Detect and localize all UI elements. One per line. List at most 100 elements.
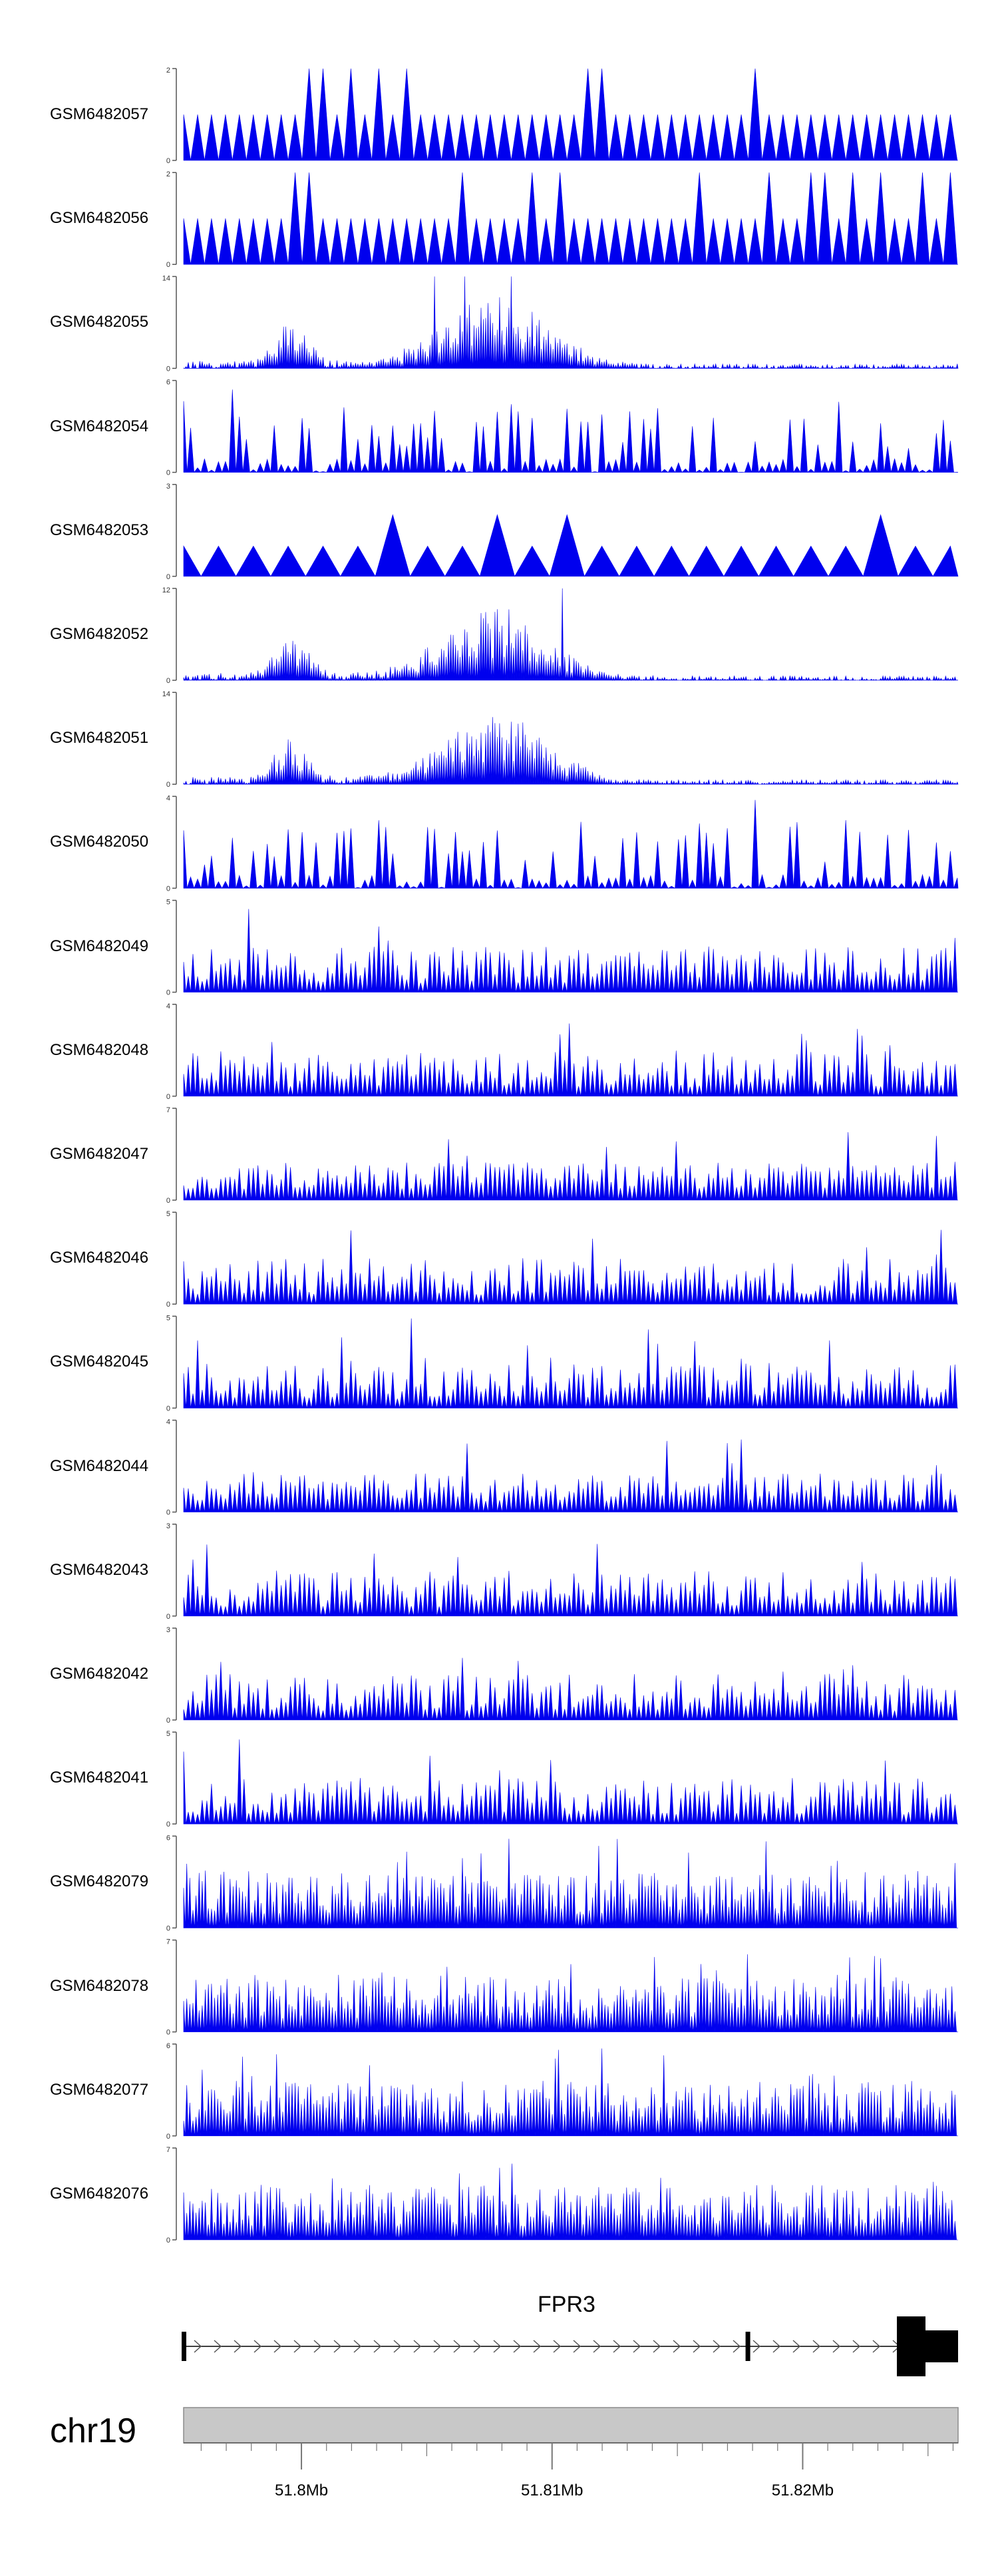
- y-tick-label-max: 3: [166, 1522, 170, 1530]
- y-tick-label-zero: 0: [166, 1613, 170, 1621]
- track-GSM6482044: 40: [166, 1418, 958, 1517]
- strand-arrow: [313, 2340, 322, 2353]
- track-label: GSM6482051: [50, 729, 149, 748]
- strand-arrow: [752, 2340, 761, 2353]
- strand-arrow: [693, 2340, 701, 2353]
- track-GSM6482045: 50: [166, 1314, 958, 1412]
- track-label: GSM6482078: [50, 1976, 149, 1995]
- exon-3-cds: [897, 2316, 925, 2376]
- strand-arrow: [293, 2340, 302, 2353]
- strand-arrow: [792, 2340, 801, 2353]
- y-tick-label-zero: 0: [166, 1509, 170, 1517]
- strand-arrow: [653, 2340, 661, 2353]
- y-tick-label-max: 4: [166, 1418, 170, 1426]
- y-tick-label-max: 5: [166, 1730, 170, 1738]
- signal-area: [183, 1439, 958, 1512]
- signal-area: [183, 717, 959, 785]
- track-label: GSM6482057: [50, 105, 149, 123]
- track-label: GSM6482053: [50, 521, 149, 539]
- track-label: GSM6482044: [50, 1456, 149, 1475]
- strand-arrow: [733, 2340, 741, 2353]
- strand-arrow: [513, 2340, 522, 2353]
- genome-axis: [183, 2407, 959, 2469]
- y-tick-label-max: 7: [166, 2146, 170, 2154]
- y-tick-label-max: 5: [166, 1210, 170, 1218]
- signal-area: [183, 276, 959, 369]
- y-tick-label-max: 14: [162, 690, 170, 698]
- track-GSM6482078: 70: [166, 1938, 958, 2037]
- track-GSM6482054: 60: [166, 379, 959, 477]
- strand-arrow: [593, 2340, 601, 2353]
- track-label: GSM6482043: [50, 1560, 149, 1579]
- y-tick-label-zero: 0: [166, 1717, 170, 1725]
- track-label: GSM6482076: [50, 2185, 149, 2203]
- y-tick-label-zero: 0: [166, 573, 170, 581]
- y-tick-label-zero: 0: [166, 469, 170, 477]
- y-tick-label-zero: 0: [166, 1197, 170, 1205]
- signal-area: [183, 909, 958, 992]
- signal-area: [183, 1318, 958, 1408]
- strand-arrow: [214, 2340, 222, 2353]
- y-tick-label-max: 4: [166, 1002, 170, 1010]
- y-tick-label-max: 6: [166, 2042, 170, 2050]
- track-label: GSM6482054: [50, 417, 149, 435]
- track-GSM6482047: 70: [166, 1106, 958, 1205]
- y-tick-label-zero: 0: [166, 989, 170, 997]
- track-label: GSM6482056: [50, 209, 149, 228]
- signal-area: [183, 68, 958, 161]
- y-tick-label-zero: 0: [166, 677, 170, 685]
- y-tick-label-zero: 0: [166, 885, 170, 893]
- y-tick-label-max: 7: [166, 1938, 170, 1946]
- strand-arrow: [433, 2340, 442, 2353]
- track-GSM6482053: 30: [166, 483, 959, 581]
- y-tick-label-max: 5: [166, 1314, 170, 1322]
- signal-area: [183, 2163, 958, 2241]
- strand-arrow: [194, 2340, 202, 2353]
- strand-arrow: [713, 2340, 721, 2353]
- y-tick-label-max: 6: [166, 1834, 170, 1842]
- strand-arrow: [872, 2340, 881, 2353]
- y-tick-label-max: 14: [162, 274, 170, 282]
- track-label: GSM6482045: [50, 1353, 149, 1371]
- track-label: GSM6482042: [50, 1665, 149, 1683]
- y-tick-label-zero: 0: [166, 261, 170, 269]
- track-GSM6482052: 12 0: [162, 586, 959, 685]
- y-tick-label-zero: 0: [166, 781, 170, 789]
- strand-arrow: [832, 2340, 841, 2353]
- y-tick-label-max: 3: [166, 1626, 170, 1634]
- genome-tick-label: 51.82Mb: [771, 2481, 834, 2499]
- signal-area: [183, 1229, 958, 1305]
- strand-arrow: [393, 2340, 402, 2353]
- track-GSM6482057: 20: [166, 67, 958, 165]
- y-tick-label-max: 2: [166, 170, 170, 178]
- signal-area: [183, 588, 959, 682]
- y-tick-label-max: 3: [166, 483, 170, 491]
- track-GSM6482079: 60: [166, 1834, 958, 1932]
- strand-arrow: [413, 2340, 422, 2353]
- strand-arrow: [453, 2340, 462, 2353]
- track-GSM6482043: 30: [166, 1522, 958, 1621]
- y-tick-label-zero: 0: [166, 1301, 170, 1309]
- y-tick-label-zero: 0: [166, 157, 170, 165]
- track-label: GSM6482046: [50, 1249, 149, 1267]
- strand-arrow: [273, 2340, 282, 2353]
- strand-arrow: [553, 2340, 562, 2353]
- strand-arrow: [373, 2340, 382, 2353]
- strand-arrow: [613, 2340, 621, 2353]
- exon-2: [745, 2332, 750, 2361]
- y-tick-label-max: 4: [166, 794, 170, 802]
- track-label: GSM6482052: [50, 625, 149, 643]
- y-tick-label-max: 6: [166, 379, 170, 387]
- track-GSM6482076: 70: [166, 2146, 958, 2245]
- exon-1: [182, 2332, 186, 2361]
- signal-area: [183, 1657, 958, 1721]
- strand-arrow: [473, 2340, 482, 2353]
- track-GSM6482042: 30: [166, 1626, 958, 1725]
- track-GSM6482041: 50: [166, 1730, 958, 1828]
- y-tick-label-zero: 0: [166, 1404, 170, 1412]
- signal-area: [183, 1739, 958, 1825]
- y-tick-label-max: 12: [162, 586, 170, 594]
- track-GSM6482048: 40: [166, 1002, 958, 1101]
- track-label: GSM6482077: [50, 2080, 149, 2099]
- track-label: GSM6482079: [50, 1872, 149, 1891]
